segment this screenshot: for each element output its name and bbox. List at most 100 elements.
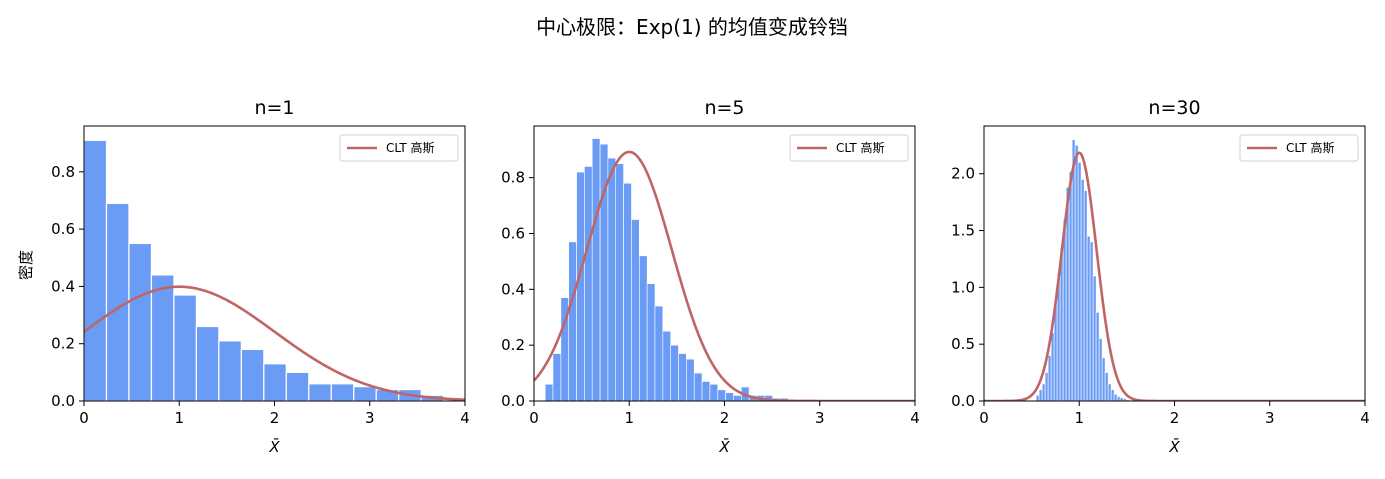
histogram-bar (709, 383, 719, 401)
histogram-bar (1110, 389, 1115, 401)
x-tick-label: 0 (529, 409, 539, 427)
y-tick-label: 0.0 (501, 392, 525, 410)
legend-box (339, 134, 459, 162)
plot-area (984, 139, 1365, 401)
histogram-bar (1119, 397, 1124, 401)
x-axis-label: X̄ (718, 437, 730, 456)
subplot-title: n=30 (1148, 97, 1200, 119)
x-tick-label: 4 (460, 409, 470, 427)
y-tick-label: 0.6 (501, 224, 525, 242)
y-axis-label: 密度 (17, 250, 35, 280)
histogram-bar (662, 330, 672, 401)
plot-area (534, 138, 915, 401)
legend-label: CLT 高斯 (386, 140, 435, 155)
histogram-bar (1101, 357, 1106, 401)
histogram-bar (639, 255, 648, 401)
histogram-bar (701, 381, 711, 401)
histogram-bar (84, 139, 108, 401)
y-tick-label: 0.4 (51, 277, 75, 295)
histogram-bar (670, 344, 679, 401)
histogram-bar (128, 242, 153, 401)
histogram-bar (1095, 312, 1100, 401)
histogram-bar (584, 166, 593, 401)
histogram-bar (1113, 393, 1118, 401)
legend-label: CLT 高斯 (1286, 140, 1335, 155)
x-tick-label: 2 (270, 409, 280, 427)
clt-gaussian-curve (534, 150, 915, 401)
legend: CLT 高斯 (1239, 134, 1359, 162)
histogram-bar (631, 219, 640, 401)
histogram-bar (1092, 275, 1097, 401)
histogram-bar (308, 383, 332, 401)
x-tick-label: 2 (720, 409, 730, 427)
subplot-n30: 0 1 2 3 4 0.0 0.5 1.0 1.5 2.0 n=30 X̄ CLT 高斯 (951, 97, 1370, 456)
histogram-bar (1077, 162, 1082, 401)
histogram-bar (1089, 241, 1094, 401)
y-tick-label: 0.2 (501, 336, 525, 354)
x-tick-label: 3 (365, 409, 375, 427)
y-tick-label: 2.0 (951, 165, 975, 183)
histogram-bar (544, 383, 554, 401)
histogram-bar (607, 157, 617, 401)
histogram-bar (1107, 383, 1112, 401)
histogram-bar (1083, 190, 1088, 401)
y-tick-label: 0.8 (501, 169, 525, 187)
histogram-bar (1071, 139, 1076, 401)
histogram-bar (173, 294, 197, 401)
y-tick-label: 0.5 (951, 335, 975, 353)
histogram-bar (263, 363, 287, 401)
histogram-bar (285, 371, 310, 401)
histogram-bar (1104, 372, 1109, 401)
histogram-bar (1068, 171, 1073, 401)
subplot-title: n=1 (254, 97, 294, 119)
histogram-bar (1050, 332, 1055, 401)
subplot-title: n=5 (704, 97, 744, 119)
histogram-bar (1086, 235, 1091, 401)
histogram-bar (733, 395, 742, 401)
x-axis-label: X̄ (1168, 437, 1180, 456)
histogram-bar (218, 340, 242, 401)
x-tick-label: 1 (1074, 409, 1084, 427)
y-tick-label: 1.5 (951, 222, 975, 240)
histogram-bar (1125, 399, 1130, 401)
histogram-bar (615, 163, 624, 401)
x-tick-label: 4 (1360, 409, 1370, 427)
y-tick-label: 0.8 (51, 163, 75, 181)
histogram-bar (150, 274, 175, 401)
x-tick-label: 0 (79, 409, 89, 427)
clt-gaussian-curve (984, 151, 1365, 401)
y-tick-label: 0.2 (51, 335, 75, 353)
legend: CLT 高斯 (339, 134, 459, 162)
histogram-bar (623, 182, 632, 401)
histogram-bar (1047, 355, 1052, 401)
y-tick-label: 0.4 (501, 280, 525, 298)
y-tick-label: 0.6 (51, 220, 75, 238)
figure-suptitle: 中心极限：Exp(1) 的均值变成铃铛 (536, 15, 848, 39)
plot-area (84, 139, 465, 401)
y-tick-label: 1.0 (951, 278, 975, 296)
clt-gaussian-curve (84, 285, 465, 401)
x-tick-label: 3 (815, 409, 825, 427)
y-tick-label: 0.0 (951, 392, 975, 410)
x-tick-label: 3 (1265, 409, 1275, 427)
histogram-bar (686, 358, 695, 401)
histogram-bar (1080, 179, 1085, 401)
x-axis-label: X̄ (268, 437, 280, 456)
legend-box (1239, 134, 1359, 162)
histogram-bar (1074, 145, 1079, 401)
histogram-bar (1044, 372, 1049, 401)
histogram-bar (552, 353, 562, 401)
histogram-bar (1035, 395, 1040, 401)
y-tick-label: 0.0 (51, 392, 75, 410)
x-tick-label: 4 (910, 409, 920, 427)
histogram-bar (1116, 396, 1121, 401)
x-tick-label: 0 (979, 409, 989, 427)
histogram-bar (195, 325, 220, 401)
subplot-n5: 0 1 2 3 4 0.0 0.2 0.4 0.6 0.8 n=5 X̄ CLT 高斯 (501, 97, 920, 456)
histogram-bar (568, 241, 577, 401)
x-tick-label: 1 (174, 409, 184, 427)
x-tick-label: 1 (624, 409, 634, 427)
legend: CLT 高斯 (789, 134, 909, 162)
histogram-bar (353, 386, 377, 401)
histogram-bar (1098, 338, 1103, 401)
